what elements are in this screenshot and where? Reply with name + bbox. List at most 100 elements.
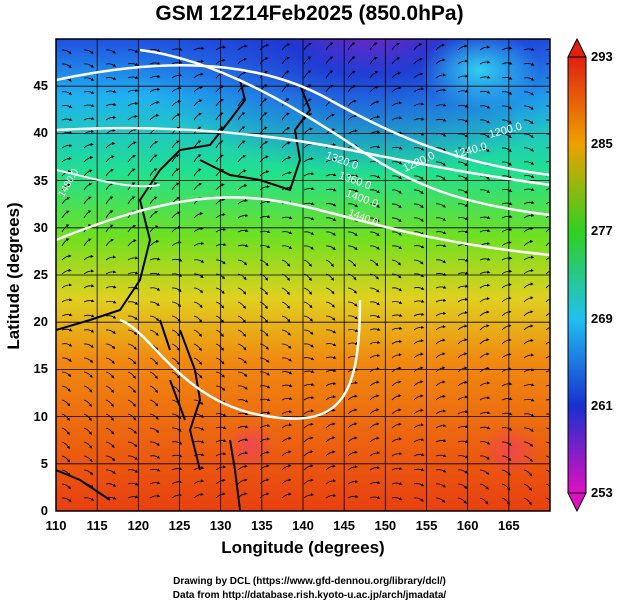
streamline [501, 147, 512, 153]
streamline [413, 325, 425, 331]
streamline [83, 77, 95, 81]
streamline [501, 310, 512, 317]
streamline [237, 57, 248, 65]
streamline [391, 203, 402, 209]
streamline [523, 226, 534, 233]
streamline [545, 341, 550, 345]
streamline [303, 259, 312, 268]
streamline [303, 287, 313, 295]
streamline [281, 423, 293, 429]
streamline [501, 338, 512, 345]
streamline [435, 352, 446, 359]
streamline [545, 147, 550, 149]
streamline [545, 256, 550, 261]
streamline [149, 399, 159, 407]
colorbar-min-arrow [567, 492, 587, 513]
streamline [105, 357, 115, 364]
streamline [237, 412, 249, 416]
streamline [127, 88, 139, 93]
streamline [435, 424, 447, 429]
streamline [523, 383, 535, 387]
streamline [149, 329, 159, 337]
streamline [369, 189, 381, 194]
streamline [369, 422, 380, 429]
streamline [413, 57, 424, 65]
streamline [127, 482, 139, 486]
streamline [479, 455, 490, 460]
streamline [215, 287, 225, 295]
streamline [127, 343, 137, 350]
streamline [61, 238, 70, 247]
streamline [127, 427, 137, 434]
streamline [413, 437, 425, 443]
streamline [413, 483, 425, 487]
streamline [237, 287, 247, 295]
streamline [501, 282, 512, 289]
streamline [391, 422, 402, 429]
streamline [325, 479, 337, 485]
streamline [237, 425, 249, 429]
streamline [347, 436, 358, 443]
streamline [83, 455, 93, 463]
streamline [303, 70, 312, 79]
streamline [83, 49, 94, 55]
streamline [435, 285, 447, 289]
streamline [171, 493, 183, 499]
streamline [171, 454, 183, 458]
streamline [259, 478, 270, 485]
streamline [105, 469, 116, 475]
streamline [281, 287, 290, 296]
streamline [149, 357, 158, 365]
streamline [501, 296, 512, 303]
streamline [281, 259, 291, 267]
streamline [215, 385, 226, 391]
streamline [259, 492, 270, 499]
streamline [501, 91, 513, 95]
streamline [523, 200, 535, 205]
streamline [303, 357, 315, 361]
y-tick-label: 30 [33, 219, 48, 235]
streamline [193, 241, 205, 247]
streamline [545, 427, 550, 430]
streamline [215, 357, 225, 365]
streamline [391, 353, 402, 359]
streamline [215, 140, 224, 149]
streamline [215, 452, 227, 457]
streamline [149, 494, 161, 499]
streamline [501, 175, 513, 179]
streamline [435, 366, 446, 373]
streamline [435, 161, 446, 166]
streamline [193, 211, 204, 219]
streamline [105, 128, 116, 135]
streamline [83, 413, 92, 422]
streamline [127, 329, 138, 336]
streamline [237, 438, 249, 443]
streamline [347, 329, 359, 333]
streamline [105, 413, 114, 421]
streamline [435, 454, 447, 458]
streamline [479, 189, 491, 193]
streamline [105, 115, 117, 121]
streamline [281, 245, 293, 250]
streamline [369, 175, 381, 179]
streamline [435, 58, 446, 65]
streamline [237, 169, 247, 177]
streamline [523, 413, 535, 417]
streamline [325, 450, 336, 457]
colorbar-tick-label: 261 [591, 397, 613, 413]
streamline [127, 256, 139, 261]
streamline [61, 497, 72, 503]
streamline [347, 70, 356, 79]
streamline [391, 287, 402, 292]
streamline [149, 225, 159, 233]
streamline [193, 287, 204, 294]
streamline [523, 497, 532, 506]
streamline [83, 371, 93, 378]
streamline [193, 399, 204, 405]
streamline [149, 441, 160, 446]
streamline [281, 464, 292, 471]
streamline [61, 210, 70, 219]
streamline [523, 310, 534, 317]
streamline [83, 90, 95, 94]
streamline [259, 273, 269, 281]
